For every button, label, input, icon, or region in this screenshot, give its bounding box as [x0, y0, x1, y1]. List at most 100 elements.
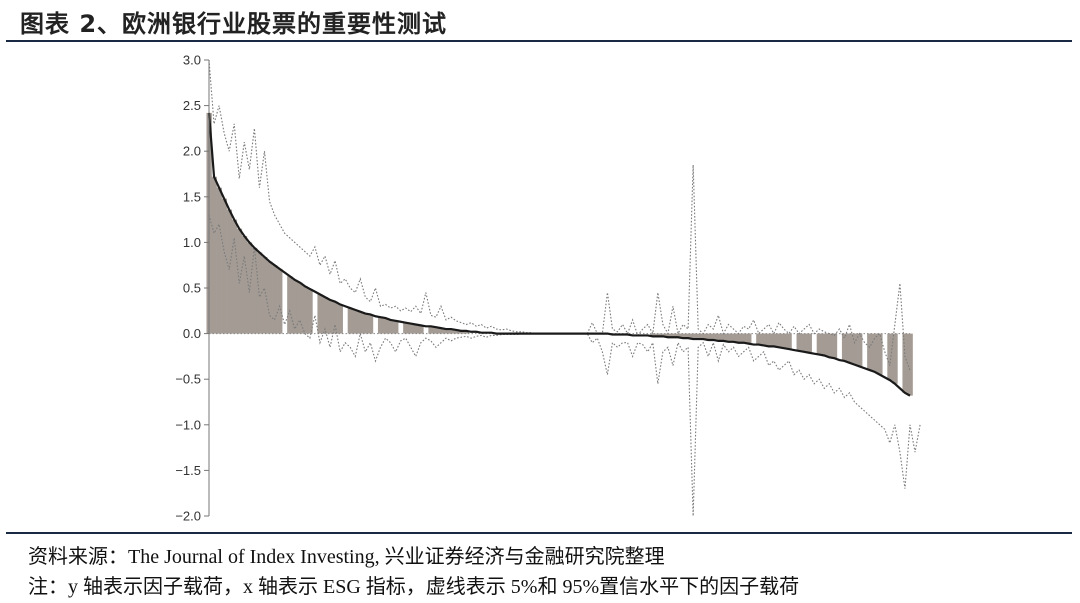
factor-bar: [403, 322, 409, 334]
factor-bar: [307, 288, 313, 334]
factor-bar: [388, 319, 394, 334]
factor-bar: [695, 333, 702, 340]
factor-bar: [710, 333, 717, 340]
factor-bar: [352, 309, 359, 334]
factor-loading-line: [207, 112, 911, 397]
factor-bar: [725, 333, 732, 342]
factor-bar: [337, 304, 343, 334]
lower-bound-line: [208, 214, 921, 517]
y-tick-label: −2.0: [175, 509, 201, 524]
source-note: 资料来源：The Journal of Index Investing, 兴业证…: [28, 546, 665, 568]
factor-bar: [715, 333, 722, 341]
factor-bar: [841, 333, 848, 361]
factor-bar: [251, 247, 258, 334]
factor-bar: [685, 333, 691, 339]
factor-bar: [272, 265, 278, 334]
factor-bar: [292, 279, 298, 334]
factor-bar: [347, 308, 354, 334]
factor-bar: [287, 276, 293, 334]
y-tick-label: −1.5: [175, 463, 201, 478]
factor-bar: [241, 236, 248, 334]
factor-bar: [332, 301, 338, 334]
factor-bar: [246, 242, 253, 334]
factor-bar: [857, 333, 863, 367]
factor-bar: [846, 333, 853, 363]
factor-bar: [428, 326, 434, 334]
factor-bar: [761, 333, 767, 346]
factor-bar: [418, 325, 424, 334]
y-tick-label: 2.5: [183, 98, 201, 113]
factor-bar: [261, 256, 268, 334]
factor-bar: [458, 330, 464, 334]
factor-bar: [362, 313, 369, 334]
factor-bar: [221, 198, 227, 334]
chart-title: 图表 2、欧洲银行业股票的重要性测试: [20, 10, 448, 38]
factor-bar: [907, 333, 913, 396]
factor-bar: [413, 324, 419, 334]
factor-bar: [766, 333, 772, 347]
y-tick-label: 3.0: [183, 53, 201, 68]
factor-bar: [327, 299, 333, 334]
factor-bar: [781, 333, 787, 349]
factor-bar: [786, 333, 792, 350]
factor-bar: [650, 333, 656, 337]
factor-bar: [267, 261, 273, 334]
factor-bar: [393, 320, 399, 334]
factor-bar: [776, 333, 782, 348]
footer-rule: [6, 532, 1072, 534]
y-tick-label: 0.5: [183, 281, 201, 296]
factor-bar: [705, 333, 712, 340]
factor-bar: [317, 294, 323, 334]
factor-bar: [892, 333, 898, 384]
factor-bar: [887, 333, 893, 381]
factor-bar: [821, 333, 828, 356]
factor-bar: [816, 333, 823, 355]
factor-bar: [867, 333, 873, 371]
factor-bar: [655, 333, 661, 337]
factor-bar: [367, 314, 374, 334]
y-tick-label: −1.0: [175, 417, 201, 432]
factor-bar: [660, 333, 666, 337]
factor-bar: [690, 333, 696, 340]
factor-bar: [443, 329, 449, 334]
factor-bar: [226, 209, 232, 334]
factor-bar: [730, 333, 737, 342]
y-tick-label: 2.0: [183, 144, 201, 159]
factor-bar: [675, 333, 681, 338]
y-tick-label: 1.0: [183, 235, 201, 250]
factor-bar: [700, 333, 707, 340]
axis-note: 注：y 轴表示因子载荷，x 轴表示 ESG 指标，虚线表示 5%和 95%置信水…: [28, 576, 800, 598]
factor-bar: [831, 333, 838, 359]
factor-bar: [746, 333, 752, 344]
factor-bar: [796, 333, 802, 351]
factor-loading-path: [207, 112, 911, 397]
factor-bar: [736, 333, 742, 343]
factor-bar: [872, 333, 878, 372]
y-tick-label: 1.5: [183, 189, 201, 204]
factor-bar: [720, 333, 727, 341]
confidence-bounds: [208, 59, 921, 517]
upper-bound-line: [208, 59, 911, 371]
factor-bar: [231, 219, 238, 334]
factor-bar: [756, 333, 762, 345]
title-rule: [6, 40, 1072, 42]
y-tick-label: 0.0: [183, 326, 201, 341]
factor-bar: [670, 333, 676, 338]
factor-bar: [801, 333, 807, 352]
factor-bar: [277, 268, 283, 334]
factor-bar: [256, 252, 263, 334]
factor-bar: [322, 297, 328, 334]
factor-bar: [302, 286, 308, 334]
factor-bar: [382, 318, 389, 334]
factor-bar: [453, 329, 459, 334]
factor-bar: [665, 333, 671, 338]
factor-bar: [680, 333, 686, 339]
factor-bar: [852, 333, 858, 365]
y-tick-label: −0.5: [175, 372, 201, 387]
factor-bar: [433, 327, 439, 334]
factor-bar: [806, 333, 812, 353]
y-axis: 3.0 2.5 2.0 1.5 1.0 0.5 0.0 −0.5 −1.0 −1.5 −2.0: [175, 53, 210, 524]
factor-bar: [448, 329, 454, 334]
factor-bar: [216, 187, 222, 334]
